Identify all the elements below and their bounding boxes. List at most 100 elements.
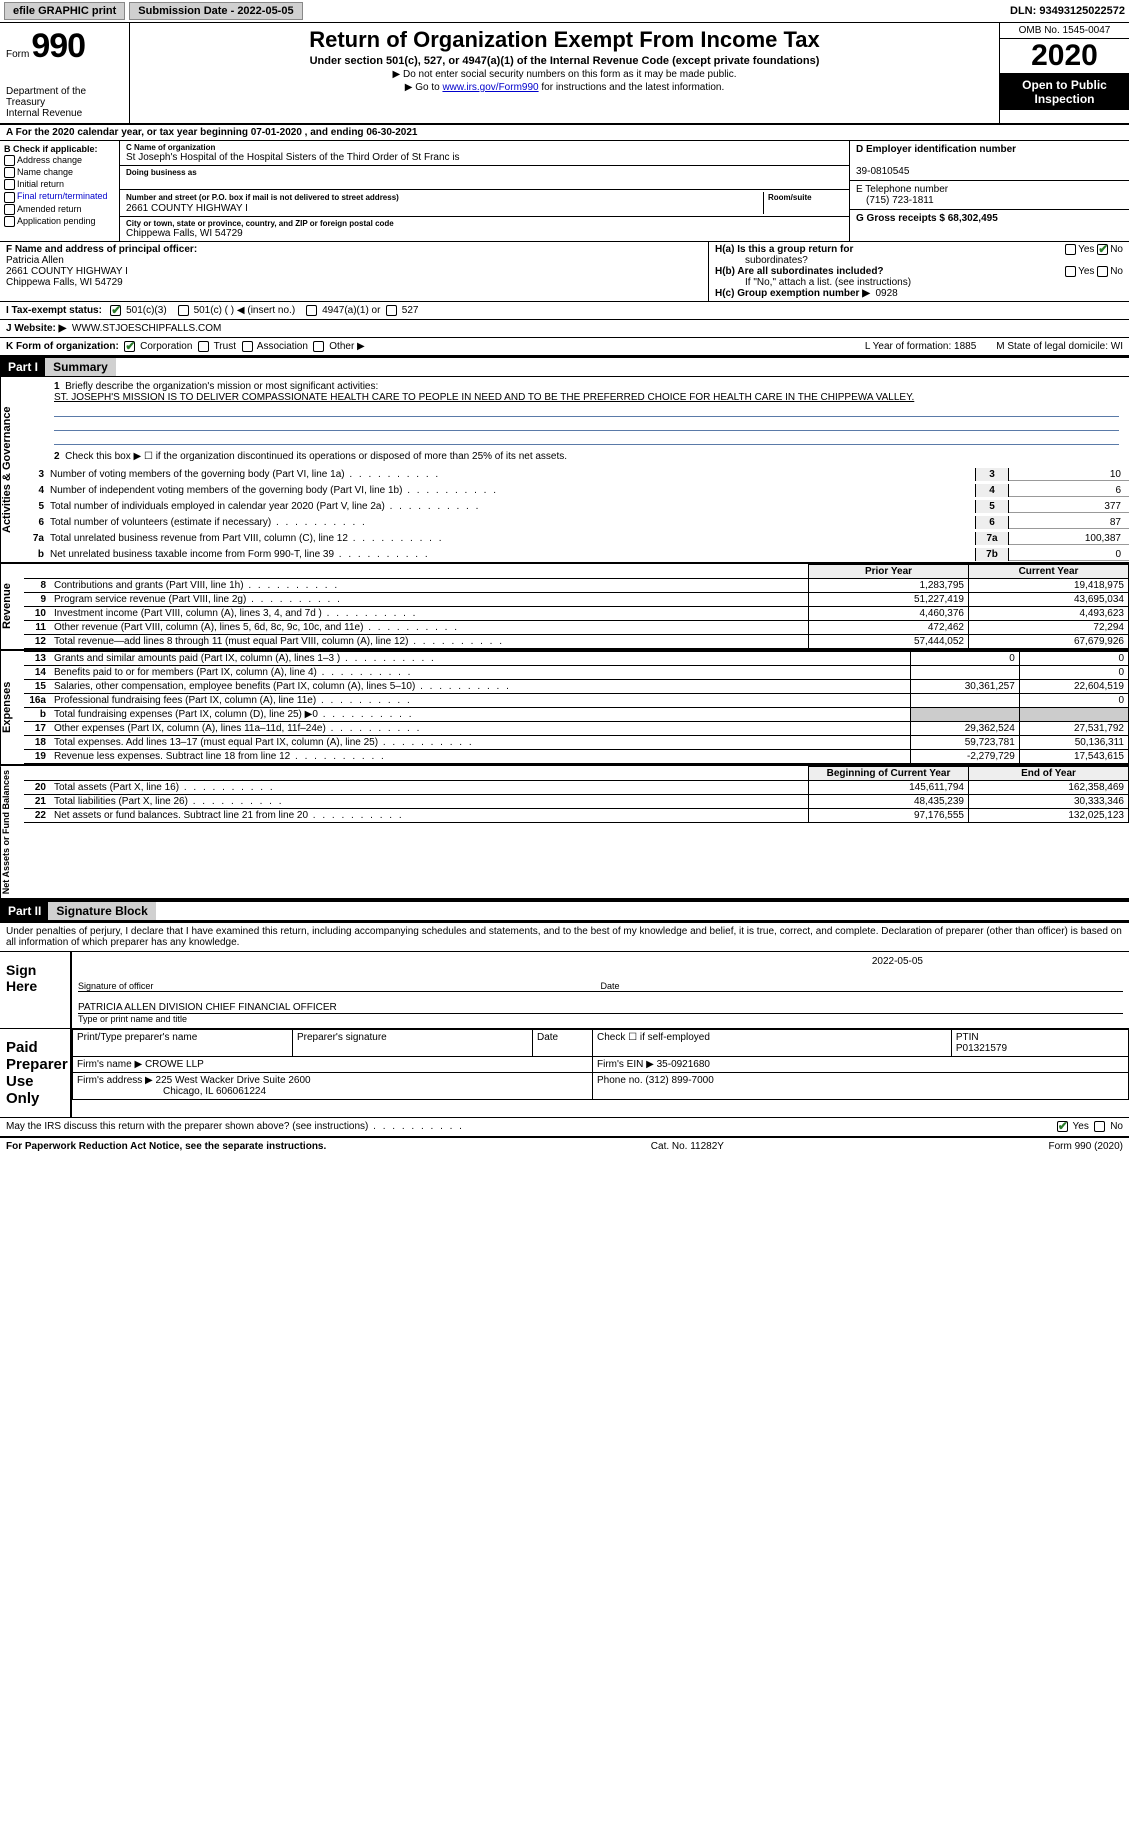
cb-initial-return[interactable]: Initial return	[4, 179, 115, 190]
form-note2: ▶ Go to www.irs.gov/Form990 for instruct…	[138, 82, 991, 93]
cb-assoc[interactable]	[242, 341, 253, 352]
city-state-zip: Chippewa Falls, WI 54729	[126, 228, 843, 239]
opt-other: Other ▶	[329, 341, 364, 352]
fin-row: 21Total liabilities (Part X, line 26)48,…	[24, 795, 1129, 809]
sig-date-label: Date	[601, 981, 1124, 991]
section-b: B Check if applicable: Address change Na…	[0, 141, 120, 241]
gov-row: 5Total number of individuals employed in…	[24, 498, 1129, 514]
revenue-table: Prior Year Current Year 8Contributions a…	[24, 564, 1129, 649]
cb-address-change[interactable]: Address change	[4, 155, 115, 166]
fin-row: 17Other expenses (Part IX, column (A), l…	[24, 722, 1129, 736]
cb-trust[interactable]	[198, 341, 209, 352]
prior-year-header: Prior Year	[809, 565, 969, 579]
hb-no[interactable]	[1097, 266, 1108, 277]
firm-ein-label: Firm's EIN ▶	[597, 1059, 654, 1070]
form-ref: Form 990 (2020)	[1049, 1141, 1123, 1152]
cb-app-pending[interactable]: Application pending	[4, 216, 115, 227]
discuss-yes[interactable]	[1057, 1121, 1068, 1132]
irs-link[interactable]: www.irs.gov/Form990	[442, 82, 538, 93]
part2-bar: Part II Signature Block	[0, 900, 1129, 921]
gross-receipts: G Gross receipts $ 68,302,495	[856, 213, 998, 224]
governance-side-label: Activities & Governance	[0, 377, 24, 562]
addr-label: Number and street (or P.O. box if mail i…	[126, 193, 399, 202]
discuss-no-label: No	[1110, 1122, 1123, 1133]
part2-title: Signature Block	[48, 902, 155, 920]
efile-button[interactable]: efile GRAPHIC print	[4, 2, 125, 20]
ha-sub: subordinates?	[715, 255, 1123, 266]
room-label: Room/suite	[768, 193, 812, 202]
preparer-table: Print/Type preparer's name Preparer's si…	[72, 1029, 1129, 1100]
cb-501c3[interactable]	[110, 305, 121, 316]
ha-yes[interactable]	[1065, 244, 1076, 255]
cb-4947[interactable]	[306, 305, 317, 316]
opt-corp: Corporation	[140, 341, 192, 352]
omb-number: OMB No. 1545-0047	[1000, 23, 1129, 39]
officer-addr1: 2661 COUNTY HIGHWAY I	[6, 266, 128, 277]
cb-amended[interactable]: Amended return	[4, 204, 115, 215]
fin-row: 18Total expenses. Add lines 13–17 (must …	[24, 736, 1129, 750]
sign-here-label: Sign Here	[0, 952, 70, 1028]
ein-label: D Employer identification number	[856, 144, 1016, 155]
hb-yes[interactable]	[1065, 266, 1076, 277]
prep-name-header: Print/Type preparer's name	[73, 1030, 293, 1057]
discuss-row: May the IRS discuss this return with the…	[0, 1117, 1129, 1135]
governance-section: Activities & Governance 1 Briefly descri…	[0, 377, 1129, 564]
self-employed-check[interactable]: Check ☐ if self-employed	[593, 1030, 952, 1057]
ptin-label: PTIN	[956, 1032, 979, 1043]
section-c: C Name of organization St Joseph's Hospi…	[120, 141, 849, 241]
fin-row: 12Total revenue—add lines 8 through 11 (…	[24, 635, 1129, 649]
form-word: Form	[6, 49, 29, 60]
ha-no[interactable]	[1097, 244, 1108, 255]
cb-final-return[interactable]: Final return/terminated	[4, 191, 115, 202]
officer-addr2: Chippewa Falls, WI 54729	[6, 277, 123, 288]
submission-date-button[interactable]: Submission Date - 2022-05-05	[129, 2, 302, 20]
identity-block: B Check if applicable: Address change Na…	[0, 141, 1129, 242]
note2-pre: ▶ Go to	[405, 82, 443, 93]
hc-value: 0928	[875, 288, 897, 299]
form-number: 990	[31, 27, 85, 66]
dln-label: DLN: 93493125022572	[1010, 5, 1125, 17]
cb-corp[interactable]	[124, 341, 135, 352]
page-footer: For Paperwork Reduction Act Notice, see …	[0, 1136, 1129, 1155]
org-name-label: C Name of organization	[126, 143, 843, 152]
gov-row: 3Number of voting members of the governi…	[24, 466, 1129, 482]
form-subtitle: Under section 501(c), 527, or 4947(a)(1)…	[138, 55, 991, 67]
netassets-side-label: Net Assets or Fund Balances	[0, 766, 24, 898]
line-a: A For the 2020 calendar year, or tax yea…	[0, 125, 1129, 141]
line2-text: Check this box ▶ ☐ if the organization d…	[65, 451, 567, 462]
website-row: J Website: ▶ WWW.STJOESCHIPFALLS.COM	[0, 320, 1129, 338]
mission-text: ST. JOSEPH'S MISSION IS TO DELIVER COMPA…	[54, 392, 914, 403]
part1-bar: Part I Summary	[0, 356, 1129, 377]
current-year-header: Current Year	[969, 565, 1129, 579]
type-name-label: Type or print name and title	[78, 1013, 1123, 1024]
discuss-question: May the IRS discuss this return with the…	[6, 1121, 464, 1132]
prep-date-header: Date	[533, 1030, 593, 1057]
cb-527[interactable]	[386, 305, 397, 316]
prep-phone: (312) 899-7000	[645, 1075, 713, 1086]
section-h: H(a) Is this a group return for Yes No s…	[709, 242, 1129, 301]
gov-row: 7aTotal unrelated business revenue from …	[24, 530, 1129, 546]
website-label: J Website: ▶	[6, 323, 66, 334]
boy-header: Beginning of Current Year	[809, 767, 969, 781]
korg-label: K Form of organization:	[6, 341, 119, 352]
netassets-table: Beginning of Current Year End of Year 20…	[24, 766, 1129, 823]
discuss-yes-label: Yes	[1073, 1122, 1089, 1133]
gov-row: 6Total number of volunteers (estimate if…	[24, 514, 1129, 530]
opt-assoc: Association	[257, 341, 308, 352]
cb-name-change[interactable]: Name change	[4, 167, 115, 178]
signature-block: Under penalties of perjury, I declare th…	[0, 921, 1129, 1117]
firm-name-label: Firm's name ▶	[77, 1059, 142, 1070]
part2-header: Part II	[0, 902, 49, 920]
tax-year: 2020	[1000, 39, 1129, 74]
pra-notice: For Paperwork Reduction Act Notice, see …	[6, 1141, 326, 1152]
fin-row: 9Program service revenue (Part VIII, lin…	[24, 593, 1129, 607]
opt-4947: 4947(a)(1) or	[322, 305, 380, 316]
discuss-no[interactable]	[1094, 1121, 1105, 1132]
officer-group-block: F Name and address of principal officer:…	[0, 242, 1129, 302]
expenses-table: 13Grants and similar amounts paid (Part …	[24, 651, 1129, 764]
status-label: I Tax-exempt status:	[6, 305, 102, 316]
cb-other[interactable]	[313, 341, 324, 352]
mission-label: Briefly describe the organization's miss…	[65, 381, 378, 392]
cb-501c[interactable]	[178, 305, 189, 316]
opt-501c3: 501(c)(3)	[126, 305, 167, 316]
